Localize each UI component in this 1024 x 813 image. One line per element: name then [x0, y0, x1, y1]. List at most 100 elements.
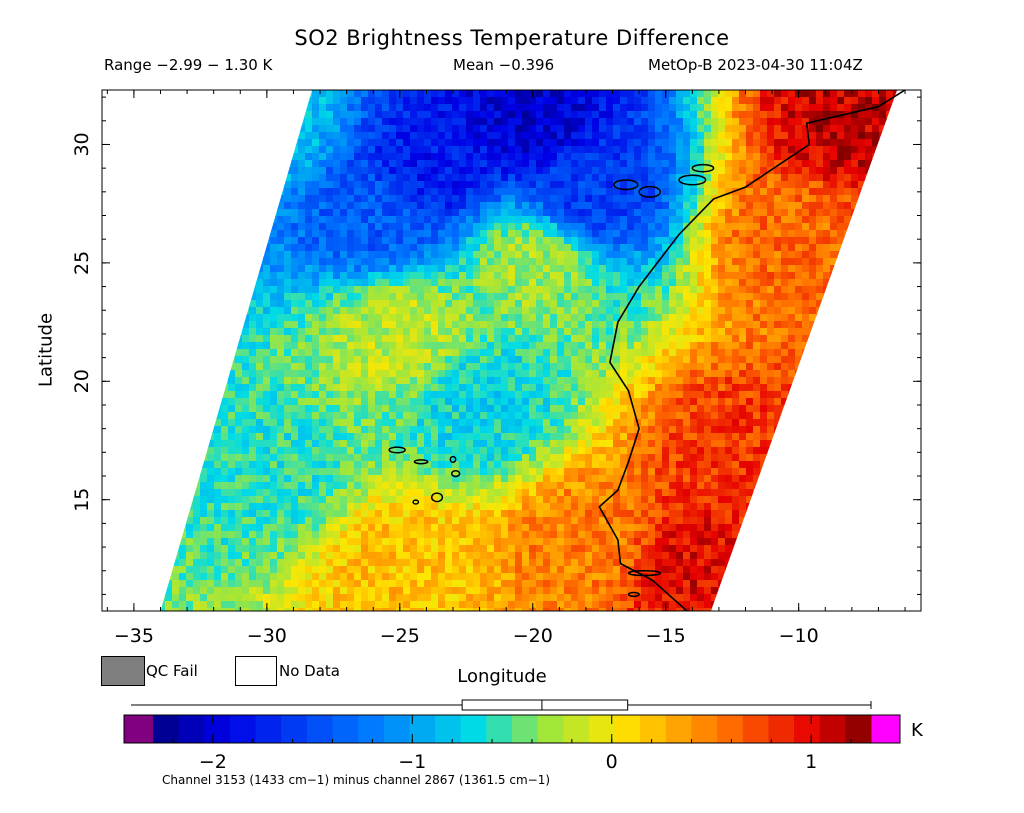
heatmap-cell	[410, 209, 418, 217]
heatmap-cell	[368, 167, 376, 175]
heatmap-cell	[550, 188, 558, 196]
heatmap-cell	[802, 202, 810, 210]
heatmap-cell	[788, 188, 796, 196]
heatmap-cell	[781, 90, 789, 98]
heatmap-cell	[319, 195, 327, 203]
heatmap-cell	[466, 202, 474, 210]
heatmap-cell	[431, 475, 439, 483]
heatmap-cell	[634, 468, 642, 476]
heatmap-cell	[494, 223, 502, 231]
heatmap-cell	[725, 335, 733, 343]
heatmap-cell	[599, 419, 607, 427]
heatmap-cell	[613, 209, 621, 217]
heatmap-cell	[627, 167, 635, 175]
heatmap-cell	[634, 398, 642, 406]
heatmap-cell	[410, 272, 418, 280]
heatmap-cell	[634, 209, 642, 217]
heatmap-cell	[851, 90, 859, 98]
heatmap-cell	[606, 349, 614, 357]
heatmap-cell	[452, 440, 460, 448]
heatmap-cell	[858, 104, 866, 112]
heatmap-cell	[795, 202, 803, 210]
heatmap-cell	[844, 265, 852, 273]
heatmap-cell	[662, 440, 670, 448]
heatmap-cell	[788, 307, 796, 315]
heatmap-cell	[753, 321, 761, 329]
heatmap-cell	[522, 419, 530, 427]
heatmap-cell	[669, 454, 677, 462]
heatmap-cell	[697, 433, 705, 441]
heatmap-cell	[277, 286, 285, 294]
heatmap-cell	[228, 314, 236, 322]
heatmap-cell	[361, 335, 369, 343]
heatmap-cell	[872, 174, 880, 182]
heatmap-cell	[858, 132, 866, 140]
heatmap-cell	[760, 139, 768, 147]
heatmap-cell	[676, 279, 684, 287]
heatmap-cell	[683, 328, 691, 336]
heatmap-cell	[620, 391, 628, 399]
heatmap-cell	[459, 90, 467, 98]
heatmap-cell	[704, 132, 712, 140]
heatmap-cell	[662, 447, 670, 455]
heatmap-cell	[305, 335, 313, 343]
heatmap-cell	[312, 244, 320, 252]
heatmap-cell	[704, 265, 712, 273]
heatmap-cell	[235, 370, 243, 378]
heatmap-cell	[753, 454, 761, 462]
heatmap-cell	[235, 342, 243, 350]
heatmap-cell	[312, 286, 320, 294]
heatmap-cell	[697, 125, 705, 133]
heatmap-cell	[823, 293, 831, 301]
heatmap-cell	[662, 132, 670, 140]
heatmap-cell	[501, 307, 509, 315]
heatmap-cell	[389, 314, 397, 322]
heatmap-cell	[515, 286, 523, 294]
heatmap-cell	[732, 475, 740, 483]
heatmap-cell	[662, 216, 670, 224]
heatmap-cell	[802, 230, 810, 238]
heatmap-cell	[361, 209, 369, 217]
heatmap-cell	[522, 181, 530, 189]
heatmap-cell	[270, 335, 278, 343]
heatmap-cell	[368, 314, 376, 322]
heatmap-cell	[494, 342, 502, 350]
heatmap-cell	[564, 97, 572, 105]
heatmap-cell	[410, 146, 418, 154]
heatmap-cell	[431, 153, 439, 161]
heatmap-cell	[382, 447, 390, 455]
heatmap-cell	[564, 181, 572, 189]
heatmap-cell	[830, 90, 838, 98]
heatmap-cell	[277, 300, 285, 308]
heatmap-cell	[291, 111, 299, 119]
heatmap-cell	[473, 335, 481, 343]
heatmap-cell	[354, 279, 362, 287]
heatmap-cell	[571, 118, 579, 126]
heatmap-cell	[613, 314, 621, 322]
heatmap-cell	[655, 405, 663, 413]
heatmap-cell	[375, 237, 383, 245]
heatmap-cell	[501, 90, 509, 98]
heatmap-cell	[802, 286, 810, 294]
heatmap-cell	[669, 153, 677, 161]
heatmap-cell	[781, 223, 789, 231]
heatmap-cell	[501, 272, 509, 280]
heatmap-cell	[361, 370, 369, 378]
heatmap-cell	[739, 426, 747, 434]
heatmap-cell	[725, 111, 733, 119]
heatmap-cell	[655, 139, 663, 147]
heatmap-cell	[774, 335, 782, 343]
heatmap-cell	[319, 139, 327, 147]
heatmap-cell	[298, 433, 306, 441]
heatmap-cell	[872, 181, 880, 189]
heatmap-cell	[431, 125, 439, 133]
heatmap-cell	[319, 132, 327, 140]
heatmap-cell	[571, 482, 579, 490]
heatmap-cell	[452, 209, 460, 217]
heatmap-cell	[599, 118, 607, 126]
heatmap-cell	[844, 237, 852, 245]
heatmap-cell	[606, 286, 614, 294]
heatmap-cell	[725, 328, 733, 336]
heatmap-cell	[641, 104, 649, 112]
heatmap-cell	[774, 461, 782, 469]
